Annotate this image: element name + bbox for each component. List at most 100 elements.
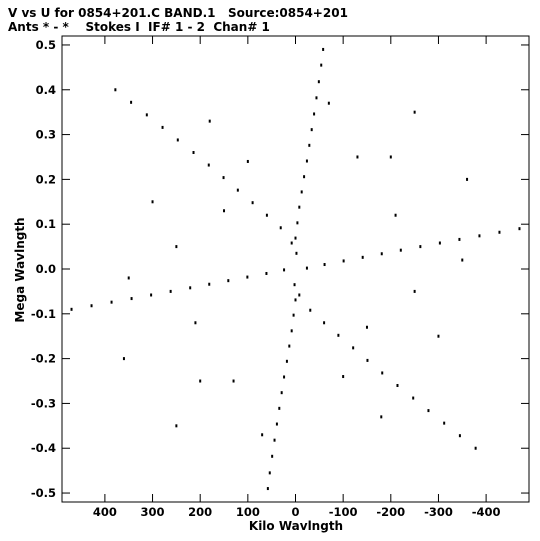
uv-point <box>294 298 297 302</box>
uv-point <box>251 201 254 205</box>
uv-point <box>207 163 210 167</box>
x-tick-label: 400 <box>93 505 117 519</box>
y-tick-label: -0.3 <box>31 396 56 410</box>
uv-point <box>361 255 364 259</box>
uv-point <box>283 375 286 379</box>
uv-point <box>443 421 446 425</box>
y-tick-label: -0.1 <box>31 307 56 321</box>
uv-point <box>438 241 441 245</box>
uv-point <box>273 438 276 442</box>
uv-point <box>300 190 303 194</box>
uv-point <box>396 384 399 387</box>
uv-point <box>380 415 383 419</box>
uv-point <box>275 422 278 426</box>
y-tick-label: 0.2 <box>36 172 56 186</box>
uv-point <box>305 266 308 270</box>
uv-point <box>236 188 239 192</box>
uv-point <box>342 259 345 263</box>
y-tick-label: -0.2 <box>31 352 56 366</box>
y-tick-label: 0.4 <box>36 83 56 97</box>
uv-point <box>110 300 113 304</box>
uv-point <box>265 213 268 217</box>
uv-point <box>151 200 154 204</box>
uv-point <box>169 289 172 293</box>
uv-point <box>290 329 293 333</box>
uv-point <box>295 251 298 255</box>
plot-subtitle: Ants * - * Stokes I IF# 1 - 2 Chan# 1 <box>8 20 270 34</box>
uv-point <box>290 241 293 245</box>
x-tick-label: 200 <box>188 505 212 519</box>
uv-point <box>145 113 148 117</box>
uv-point <box>261 433 264 437</box>
uv-point <box>298 205 301 209</box>
uv-point <box>394 213 397 217</box>
plot-frame <box>61 35 530 503</box>
uv-point <box>413 289 416 293</box>
uv-point <box>150 293 153 297</box>
uv-point <box>412 396 415 400</box>
uv-point <box>356 155 359 159</box>
x-tick-label: 300 <box>141 505 165 519</box>
uv-point <box>285 359 288 363</box>
uv-point <box>298 293 301 297</box>
uv-point <box>458 237 461 241</box>
uv-point <box>366 358 369 362</box>
uv-point <box>466 177 469 181</box>
uv-point <box>265 271 268 275</box>
uv-point <box>381 371 384 375</box>
uv-point <box>280 391 283 395</box>
uv-point <box>175 424 178 428</box>
uv-point <box>266 487 269 491</box>
uv-point <box>474 446 477 450</box>
uv-point <box>208 282 211 286</box>
axis-ticks <box>62 36 529 502</box>
x-tick-label: 100 <box>236 505 260 519</box>
uv-point <box>320 63 323 67</box>
uv-point <box>365 325 368 329</box>
uv-point <box>283 268 286 272</box>
uv-point <box>194 321 197 325</box>
uv-point <box>296 221 299 225</box>
uv-point <box>413 110 416 114</box>
uv-point <box>122 357 125 361</box>
uv-point <box>310 128 313 132</box>
x-tick-label: -400 <box>472 505 501 519</box>
uv-point <box>246 159 249 163</box>
uv-point <box>294 236 297 240</box>
uv-point <box>478 234 481 238</box>
uv-point <box>458 434 461 438</box>
y-tick-label: 0.0 <box>36 262 56 276</box>
uv-point <box>518 227 521 231</box>
uv-point <box>130 297 133 301</box>
uv-point <box>192 151 195 154</box>
uv-point <box>308 143 311 147</box>
uv-point <box>232 379 235 383</box>
uv-point <box>327 101 330 105</box>
uv-point <box>313 112 316 116</box>
uv-point <box>337 333 340 337</box>
uv-point <box>208 119 211 123</box>
y-tick-label: -0.5 <box>31 486 56 500</box>
uv-point <box>130 100 133 104</box>
uv-point <box>315 96 318 100</box>
uv-point <box>352 346 355 350</box>
uv-point <box>199 379 202 383</box>
uv-point <box>223 209 226 213</box>
uv-point <box>305 159 308 163</box>
uv-point <box>293 283 296 287</box>
uv-point <box>246 275 249 279</box>
uv-point <box>288 344 291 348</box>
x-axis-label: Kilo Wavlngth <box>249 519 343 533</box>
uv-point <box>309 308 312 312</box>
uv-point <box>322 47 325 51</box>
y-tick-label: -0.4 <box>31 441 56 455</box>
uv-point <box>342 375 345 379</box>
y-axis-label: Mega Wavlngth <box>13 217 27 322</box>
uv-point <box>292 313 295 317</box>
uv-point <box>279 226 282 230</box>
uv-point <box>317 80 320 84</box>
data-points <box>70 47 521 491</box>
y-tick-label: 0.5 <box>36 38 56 52</box>
